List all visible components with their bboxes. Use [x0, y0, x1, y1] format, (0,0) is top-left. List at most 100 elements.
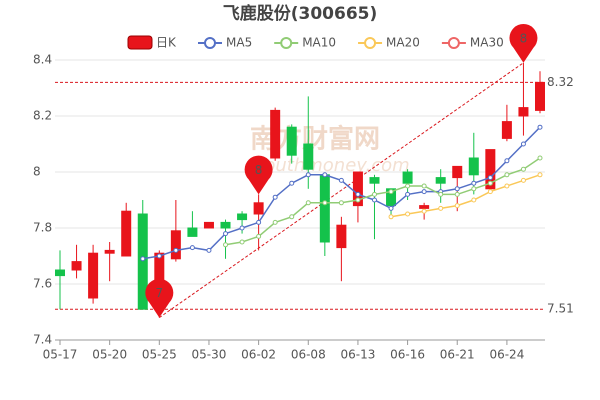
candle-body — [203, 221, 214, 229]
ma-point — [305, 172, 311, 178]
ma-point — [520, 166, 526, 172]
candle-body — [286, 126, 297, 156]
ma-point — [471, 186, 477, 192]
candle-body — [402, 171, 413, 184]
ma-point — [289, 180, 295, 186]
candle-body — [187, 227, 198, 237]
ma-point — [239, 239, 245, 245]
ma-point — [421, 189, 427, 195]
ma-point — [454, 203, 460, 209]
ma-point — [487, 189, 493, 195]
candle-body — [270, 109, 281, 159]
y-tick-label: 8.2 — [33, 109, 52, 123]
ma-point — [471, 180, 477, 186]
legend-label: MA30 — [470, 36, 504, 50]
candle-body — [352, 171, 363, 207]
y-tick-label: 8 — [33, 165, 41, 179]
candle-body — [220, 221, 231, 229]
ma-point — [223, 242, 229, 248]
candle-body — [419, 205, 430, 209]
ma-point — [537, 155, 543, 161]
marker-label: 7 — [155, 286, 163, 300]
ma-point — [421, 183, 427, 189]
marker-label: 8 — [255, 163, 263, 177]
candle-body — [303, 143, 314, 170]
marker-balloon — [244, 155, 273, 195]
x-tick-label: 06-16 — [390, 348, 425, 362]
ma-point — [537, 124, 543, 130]
candle-body — [369, 177, 380, 184]
ma-point — [520, 177, 526, 183]
y-tick-label: 7.8 — [33, 221, 52, 235]
candle-body — [535, 81, 545, 111]
x-tick-label: 05-20 — [92, 348, 127, 362]
ma-point — [355, 191, 361, 197]
x-tick-label: 05-25 — [142, 348, 177, 362]
ma-point — [537, 172, 543, 178]
legend-label: MA20 — [386, 36, 420, 50]
ma-point — [371, 197, 377, 203]
ma-point — [173, 247, 179, 253]
candle-body — [170, 230, 181, 260]
ma-point — [405, 211, 411, 217]
ma-point — [438, 191, 444, 197]
y-tick-label: 7.6 — [33, 277, 52, 291]
x-tick-label: 06-08 — [291, 348, 326, 362]
ma-point — [405, 183, 411, 189]
ma-point — [239, 225, 245, 231]
x-tick-label: 06-21 — [440, 348, 475, 362]
ma-point — [388, 189, 394, 195]
ma-point — [405, 191, 411, 197]
ma-point — [454, 191, 460, 197]
trend-line — [159, 62, 524, 319]
ma-point — [322, 200, 328, 206]
watermark: southmoney.com — [255, 155, 410, 176]
ma-point — [223, 231, 229, 237]
ma-point — [272, 194, 278, 200]
x-tick-label: 06-13 — [340, 348, 375, 362]
ma-point — [520, 141, 526, 147]
candle-body — [386, 188, 397, 207]
x-tick-label: 06-02 — [241, 348, 276, 362]
ma-point — [289, 214, 295, 220]
ma-point — [256, 219, 262, 225]
ma-point — [504, 172, 510, 178]
x-tick-label: 06-24 — [489, 348, 524, 362]
candle-body — [501, 121, 512, 139]
candle-body — [485, 149, 496, 190]
candle-body — [253, 202, 264, 215]
y-tick-label: 7.4 — [33, 333, 52, 347]
ma-point — [305, 200, 311, 206]
candle-body — [452, 165, 463, 179]
candle-body — [435, 177, 446, 184]
candle-body — [71, 261, 82, 271]
ma-point — [471, 197, 477, 203]
ma-point — [487, 175, 493, 181]
x-tick-label: 05-30 — [192, 348, 227, 362]
candle-body — [88, 252, 99, 299]
legend-dot — [280, 37, 293, 49]
x-tick-label: 05-17 — [43, 348, 78, 362]
candle-body — [336, 224, 347, 249]
ma-point — [322, 172, 328, 178]
ma-point — [438, 205, 444, 211]
ma-point — [338, 177, 344, 183]
marker-balloon — [509, 24, 538, 63]
ma-point — [504, 183, 510, 189]
legend-label: MA5 — [226, 36, 252, 50]
reference-label: 8.32 — [547, 75, 574, 89]
candle-body — [319, 174, 330, 243]
reference-label: 7.51 — [547, 302, 574, 316]
chart-title: 飞鹿股份(300665) — [223, 3, 378, 24]
ma-point — [504, 158, 510, 164]
ma-point — [140, 256, 146, 262]
candle-body — [121, 210, 132, 257]
ma-point — [388, 214, 394, 220]
ma-point — [355, 197, 361, 203]
legend-swatch — [127, 35, 153, 50]
ma-point — [156, 253, 162, 259]
marker-label: 8 — [520, 31, 528, 45]
ma-line — [225, 157, 541, 246]
y-tick-label: 8.4 — [33, 53, 52, 67]
